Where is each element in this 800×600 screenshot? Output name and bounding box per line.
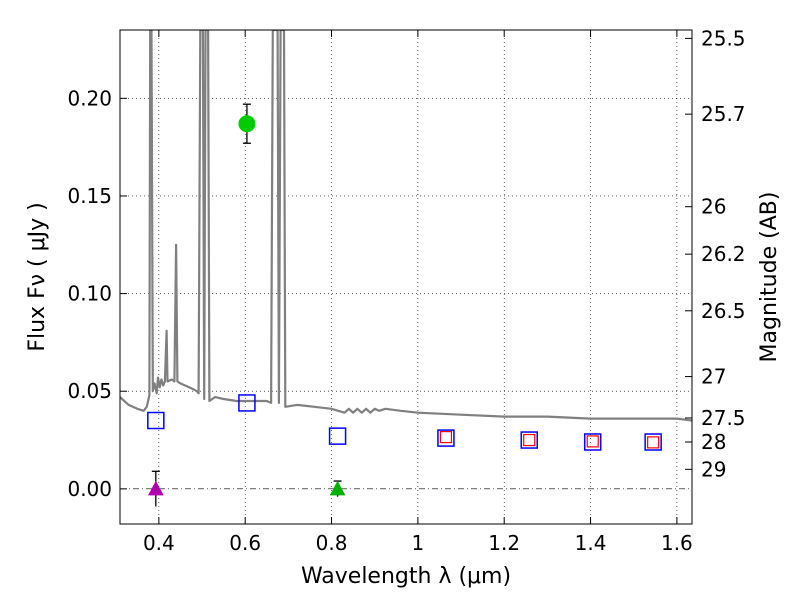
x-tick-label: 0.8: [316, 531, 348, 555]
y-tick-label: 0.05: [67, 379, 112, 403]
magnitude-tick-label: 28: [701, 430, 726, 454]
magnitude-tick-label: 26.2: [701, 242, 746, 266]
plot-frame: [119, 29, 693, 525]
magnitude-axis-ticks: 25.5 25.7 26 26.2 26.5 27 27.528 29: [685, 26, 746, 481]
magnitude-tick-label: 27.5: [701, 406, 746, 430]
observed-photometry-square: [523, 433, 536, 447]
upper-limit-triangle: [147, 480, 164, 496]
model-photometry-square: [328, 427, 347, 445]
magnitude-tick-label: 29: [701, 457, 726, 481]
x-tick-label: 1: [412, 531, 425, 555]
model-photometry-square: [583, 433, 602, 451]
y-tick-label: 0.00: [67, 477, 112, 501]
observed-photometry-square: [439, 431, 453, 444]
x-tick-label: 1.4: [575, 531, 607, 555]
x-axis-ticks: 0.4 0.6 0.8 1 1.2 1.4 1.6: [143, 30, 693, 555]
x-tick-label: 0.6: [229, 531, 261, 555]
y-tick-label: 0.15: [67, 184, 112, 208]
x-axis-label: Wavelength λ (μm): [301, 564, 511, 589]
magnitude-tick-label: 26: [701, 195, 726, 219]
x-tick-label: 0.4: [143, 531, 175, 555]
model-photometry-square: [238, 394, 256, 412]
photometry-markers: [147, 103, 662, 507]
y-tick-label: 0.20: [67, 86, 112, 110]
grid: [120, 30, 692, 524]
observed-photometry-square: [586, 435, 599, 448]
magnitude-tick-label: 25.7: [701, 102, 746, 126]
x-tick-label: 1.6: [661, 531, 693, 555]
spectrum-line: [120, 30, 692, 422]
y-tick-label: 0.10: [67, 282, 112, 306]
y-axis-ticks: 0.00 0.05 0.10 0.15 0.20: [67, 86, 127, 501]
magnitude-tick-label: 26.5: [701, 299, 746, 323]
y-axis-label: Flux Fν ( μJy ): [25, 202, 50, 351]
x-tick-label: 1.2: [488, 531, 520, 555]
upper-limit-triangle: [329, 480, 346, 496]
model-photometry-square: [147, 411, 165, 430]
magnitude-tick-label: 25.5: [701, 26, 746, 50]
observed-photometry-square: [647, 436, 660, 449]
model-photometry-square: [520, 431, 538, 449]
detection-circle: [238, 115, 256, 133]
magnitude-axis-label: Magnitude (AB): [757, 192, 782, 363]
magnitude-tick-label: 27: [701, 365, 726, 389]
model-photometry-square: [644, 433, 662, 451]
template-spectrum: [120, 30, 692, 422]
model-photometry-square: [437, 429, 455, 447]
